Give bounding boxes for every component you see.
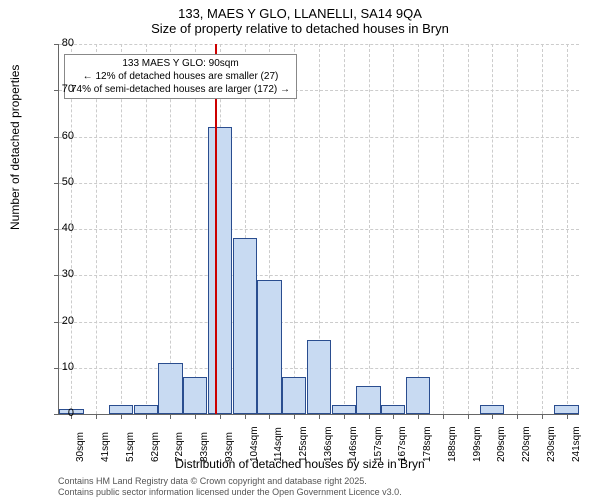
histogram-bar bbox=[257, 280, 281, 414]
x-tick-mark bbox=[121, 414, 122, 419]
x-tick-mark bbox=[393, 414, 394, 419]
histogram-bar bbox=[307, 340, 331, 414]
footer-line2: Contains public sector information licen… bbox=[58, 487, 402, 498]
histogram-bar bbox=[282, 377, 306, 414]
x-tick-mark bbox=[269, 414, 270, 419]
annotation-line1: 133 MAES Y GLO: 90sqm bbox=[71, 57, 290, 70]
chart-subtitle: Size of property relative to detached ho… bbox=[0, 21, 600, 36]
y-tick-label: 80 bbox=[44, 37, 74, 49]
y-tick-label: 20 bbox=[44, 315, 74, 327]
x-tick-mark bbox=[492, 414, 493, 419]
x-axis-label: Distribution of detached houses by size … bbox=[0, 457, 600, 471]
histogram-bar bbox=[183, 377, 207, 414]
grid-line-v bbox=[492, 44, 493, 414]
histogram-bar bbox=[158, 363, 182, 414]
y-tick-label: 50 bbox=[44, 176, 74, 188]
x-tick-mark bbox=[418, 414, 419, 419]
x-tick-mark bbox=[170, 414, 171, 419]
histogram-bar bbox=[480, 405, 504, 414]
x-tick-mark bbox=[443, 414, 444, 419]
histogram-bar bbox=[356, 386, 380, 414]
histogram-bar bbox=[332, 405, 356, 414]
grid-line-v bbox=[195, 44, 196, 414]
x-tick-mark bbox=[195, 414, 196, 419]
x-tick-mark bbox=[294, 414, 295, 419]
x-tick-mark bbox=[344, 414, 345, 419]
annotation-line3: 74% of semi-detached houses are larger (… bbox=[71, 83, 290, 96]
annotation-line2: ← 12% of detached houses are smaller (27… bbox=[71, 70, 290, 83]
grid-line-v bbox=[170, 44, 171, 414]
x-tick-mark bbox=[220, 414, 221, 419]
y-tick-label: 10 bbox=[44, 361, 74, 373]
x-tick-mark bbox=[146, 414, 147, 419]
footer-attribution: Contains HM Land Registry data © Crown c… bbox=[58, 476, 402, 498]
footer-line1: Contains HM Land Registry data © Crown c… bbox=[58, 476, 402, 487]
chart-container: 133, MAES Y GLO, LLANELLI, SA14 9QA Size… bbox=[0, 0, 600, 500]
histogram-bar bbox=[134, 405, 158, 414]
plot-area: 30sqm41sqm51sqm62sqm72sqm83sqm93sqm104sq… bbox=[58, 44, 579, 415]
grid-line-v bbox=[418, 44, 419, 414]
x-tick-mark bbox=[468, 414, 469, 419]
grid-line-v bbox=[567, 44, 568, 414]
x-tick-mark bbox=[517, 414, 518, 419]
histogram-bar bbox=[109, 405, 133, 414]
grid-line-v bbox=[369, 44, 370, 414]
grid-line-v bbox=[468, 44, 469, 414]
grid-line-v bbox=[344, 44, 345, 414]
histogram-bar bbox=[208, 127, 232, 414]
x-tick-mark bbox=[542, 414, 543, 419]
histogram-bar bbox=[233, 238, 257, 414]
grid-line-v bbox=[443, 44, 444, 414]
grid-line-v bbox=[146, 44, 147, 414]
y-tick-label: 30 bbox=[44, 268, 74, 280]
grid-line-v bbox=[393, 44, 394, 414]
histogram-bar bbox=[406, 377, 430, 414]
annotation-box: 133 MAES Y GLO: 90sqm ← 12% of detached … bbox=[64, 54, 297, 99]
grid-line-v bbox=[121, 44, 122, 414]
y-tick-label: 60 bbox=[44, 130, 74, 142]
histogram-bar bbox=[554, 405, 578, 414]
x-tick-mark bbox=[567, 414, 568, 419]
y-tick-label: 40 bbox=[44, 222, 74, 234]
grid-line-v bbox=[294, 44, 295, 414]
y-tick-label: 70 bbox=[44, 83, 74, 95]
grid-line-v bbox=[96, 44, 97, 414]
reference-line bbox=[215, 44, 217, 414]
y-axis-label: Number of detached properties bbox=[8, 65, 22, 230]
chart-title: 133, MAES Y GLO, LLANELLI, SA14 9QA bbox=[0, 0, 600, 21]
x-tick-mark bbox=[369, 414, 370, 419]
x-tick-mark bbox=[245, 414, 246, 419]
x-tick-mark bbox=[319, 414, 320, 419]
grid-line-v bbox=[542, 44, 543, 414]
x-tick-mark bbox=[96, 414, 97, 419]
grid-line-v bbox=[517, 44, 518, 414]
histogram-bar bbox=[381, 405, 405, 414]
y-tick-label: 0 bbox=[44, 407, 74, 419]
